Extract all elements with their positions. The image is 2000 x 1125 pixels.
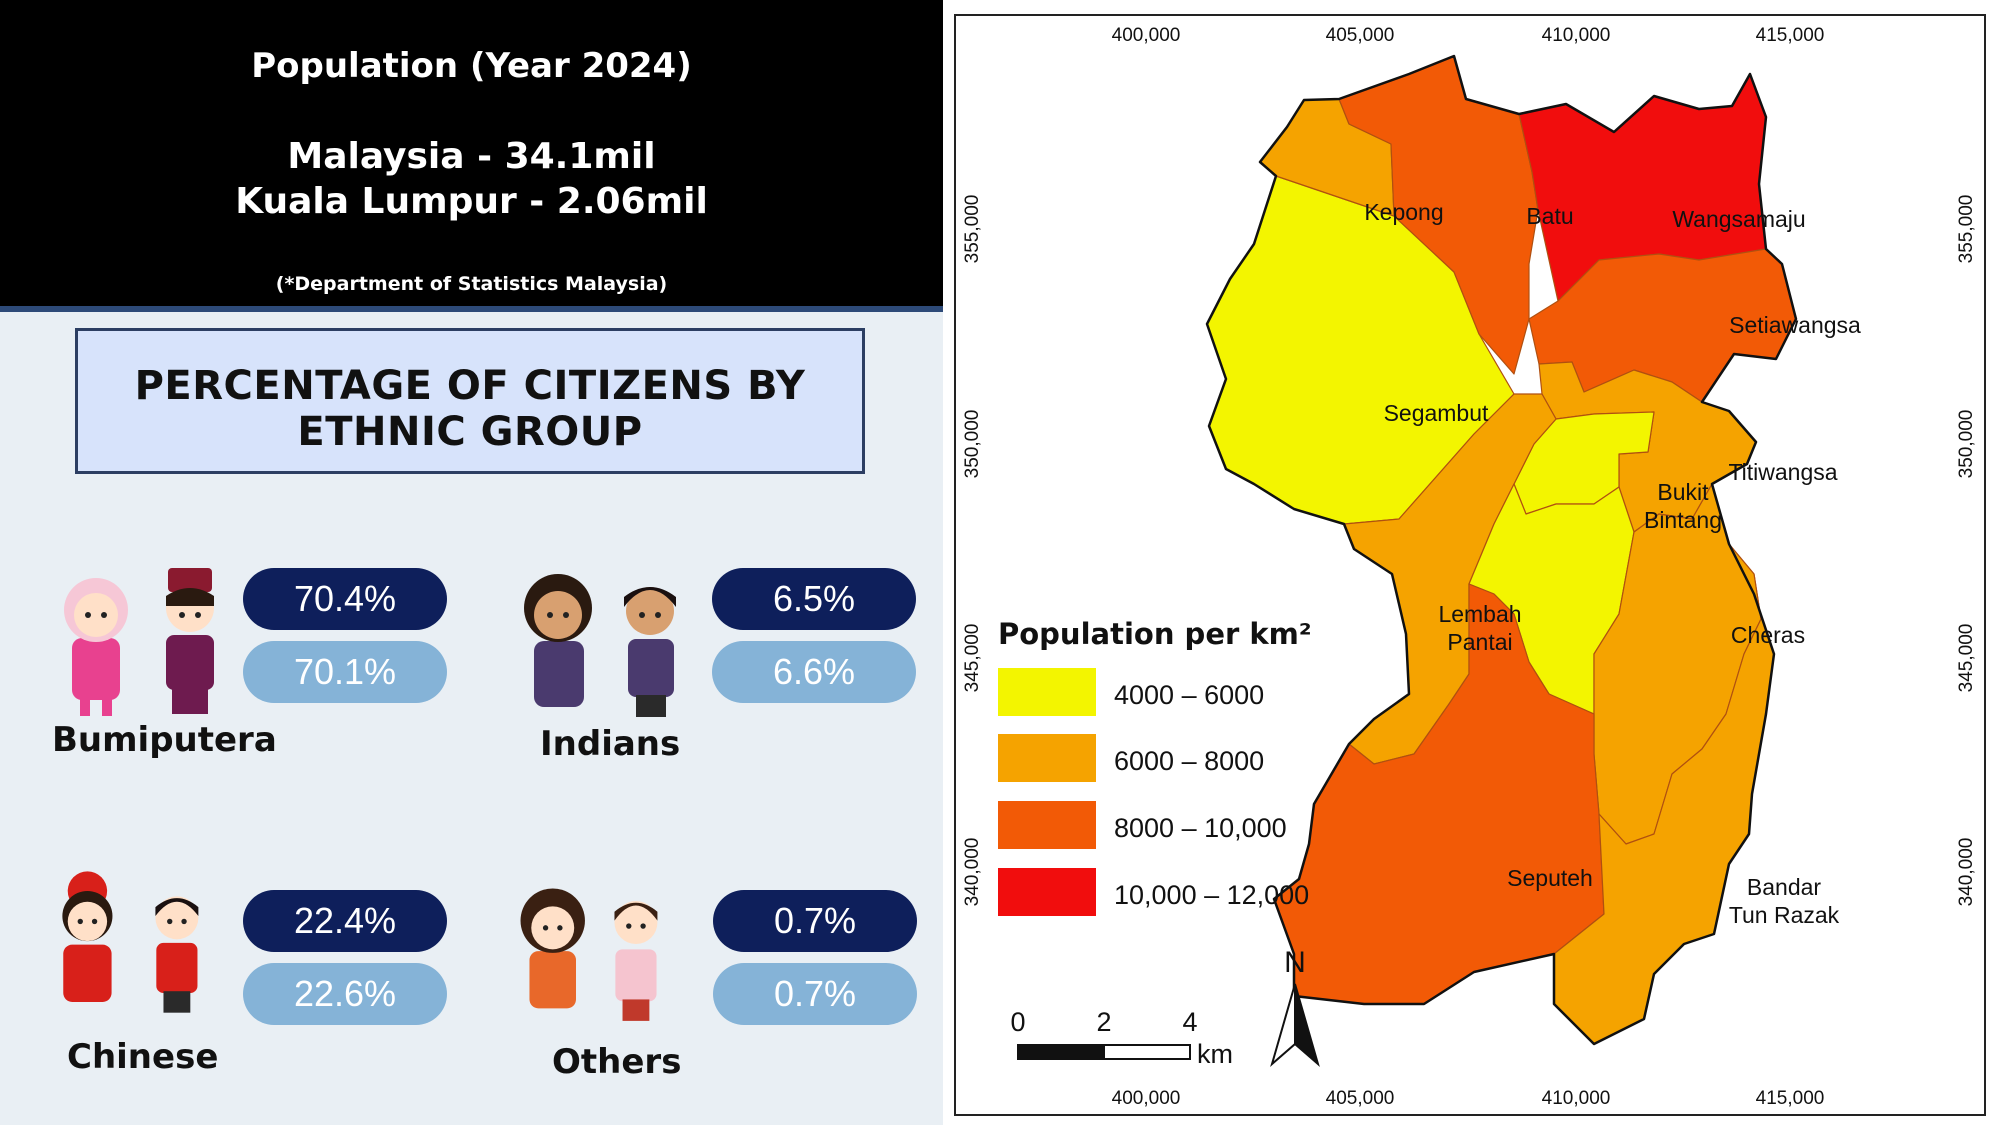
y-tick-right: 355,000 — [1956, 195, 1977, 264]
north-arrow-right-half — [1294, 983, 1320, 1067]
y-tick-left: 355,000 — [962, 195, 983, 264]
ethnic-title-box: PERCENTAGE OF CITIZENS BY ETHNIC GROUP — [75, 328, 865, 474]
x-tick-top: 410,000 — [1542, 25, 1611, 46]
others-label: Others — [552, 1042, 682, 1082]
kl-population-density-map: 400,000 405,000 410,000 415,000 400,000 … — [962, 25, 1977, 1109]
y-tick-right: 345,000 — [1956, 624, 1977, 693]
north-label: N — [1284, 946, 1306, 979]
indians-label: Indians — [540, 724, 681, 764]
scale-unit: km — [1197, 1039, 1233, 1069]
indians-children-illustration — [524, 574, 676, 717]
label-seputeh: Seputeh — [1507, 865, 1593, 891]
x-tick-bottom: 405,000 — [1326, 1088, 1395, 1109]
label-bandar-tun-razak: Tun Razak — [1729, 902, 1840, 928]
label-bukit-bintang: Bukit — [1657, 479, 1709, 505]
legend-title: Population per km² — [998, 617, 1312, 651]
legend-label: 4000 – 6000 — [1114, 680, 1264, 710]
legend-swatch — [998, 801, 1096, 849]
x-tick-top: 415,000 — [1756, 25, 1825, 46]
bumiputera-label: Bumiputera — [52, 720, 277, 760]
scale-segment-light — [1103, 1044, 1191, 1060]
indians-value-light: 6.6% — [712, 641, 916, 703]
district-polygons — [1206, 55, 1797, 1045]
bottom-x-axis-ticks: 400,000 405,000 410,000 415,000 — [1112, 1088, 1825, 1109]
population-title: Population (Year 2024) — [251, 46, 692, 86]
label-setiawangsa: Setiawangsa — [1729, 312, 1861, 338]
x-tick-bottom: 400,000 — [1112, 1088, 1181, 1109]
x-tick-top: 400,000 — [1112, 25, 1181, 46]
city-boundary — [1205, 54, 1798, 1046]
malaysia-population: Malaysia - 34.1mil — [287, 136, 656, 177]
scale-tick-label: 2 — [1096, 1007, 1111, 1037]
legend-swatch — [998, 734, 1096, 782]
ethnic-title-line2: ETHNIC GROUP — [297, 409, 643, 455]
x-tick-bottom: 410,000 — [1542, 1088, 1611, 1109]
label-batu: Batu — [1526, 203, 1573, 229]
legend-label: 6000 – 8000 — [1114, 746, 1264, 776]
y-tick-left: 345,000 — [962, 624, 983, 693]
scale-tick-label: 4 — [1182, 1007, 1197, 1037]
right-y-axis-ticks: 355,000 350,000 345,000 340,000 — [1956, 195, 1977, 907]
ethnic-infographic-panel: Population (Year 2024) Malaysia - 34.1mi… — [0, 0, 943, 1125]
bumiputera-children-illustration — [64, 568, 214, 716]
ethnic-title-line1: PERCENTAGE OF CITIZENS BY — [134, 363, 806, 409]
label-bandar-tun-razak: Bandar — [1747, 874, 1822, 900]
label-lembah-pantai: Pantai — [1447, 629, 1512, 655]
y-tick-right: 340,000 — [1956, 838, 1977, 907]
y-tick-right: 350,000 — [1956, 410, 1977, 479]
district-labels: Kepong Batu Wangsamaju Setiawangsa Segam… — [1364, 199, 1861, 928]
scale-segment-dark — [1017, 1044, 1105, 1060]
label-segambut: Segambut — [1384, 400, 1489, 426]
scale-bar: 0 2 4 km — [1010, 1007, 1233, 1069]
legend-label: 8000 – 10,000 — [1114, 813, 1287, 843]
north-arrow-left-half — [1270, 983, 1296, 1067]
kuala-lumpur-population: Kuala Lumpur - 2.06mil — [235, 181, 708, 222]
chinese-label: Chinese — [67, 1037, 219, 1077]
legend-label: 10,000 – 12,000 — [1114, 880, 1309, 910]
north-arrow: N — [1270, 946, 1320, 1067]
y-tick-left: 350,000 — [962, 410, 983, 479]
label-lembah-pantai: Lembah — [1438, 601, 1521, 627]
others-value-light: 0.7% — [713, 963, 917, 1025]
others-value-dark: 0.7% — [713, 890, 917, 952]
label-wangsamaju: Wangsamaju — [1672, 206, 1805, 232]
legend-swatch — [998, 868, 1096, 916]
bumiputera-value-light: 70.1% — [243, 641, 447, 703]
population-density-legend: Population per km² 4000 – 6000 6000 – 80… — [998, 617, 1312, 916]
left-y-axis-ticks: 355,000 350,000 345,000 340,000 — [962, 195, 983, 907]
y-tick-left: 340,000 — [962, 838, 983, 907]
x-tick-top: 405,000 — [1326, 25, 1395, 46]
ethnic-title: PERCENTAGE OF CITIZENS BY ETHNIC GROUP — [78, 363, 862, 455]
bumiputera-value-dark: 70.4% — [243, 568, 447, 630]
label-bukit-bintang: Bintang — [1644, 507, 1722, 533]
chinese-value-dark: 22.4% — [243, 890, 447, 952]
scale-tick-label: 0 — [1010, 1007, 1025, 1037]
x-tick-bottom: 415,000 — [1756, 1088, 1825, 1109]
legend-swatch — [998, 668, 1096, 716]
population-header: Population (Year 2024) Malaysia - 34.1mi… — [0, 0, 943, 310]
indians-value-dark: 6.5% — [712, 568, 916, 630]
label-cheras: Cheras — [1731, 622, 1805, 648]
header-divider — [0, 306, 943, 312]
chinese-value-light: 22.6% — [243, 963, 447, 1025]
chinese-children-illustration — [62, 871, 199, 1013]
top-x-axis-ticks: 400,000 405,000 410,000 415,000 — [1112, 25, 1825, 46]
label-kepong: Kepong — [1364, 199, 1443, 225]
label-titiwangsa: Titiwangsa — [1728, 459, 1837, 485]
data-source-note: (*Department of Statistics Malaysia) — [275, 273, 668, 295]
others-children-illustration — [520, 888, 658, 1021]
